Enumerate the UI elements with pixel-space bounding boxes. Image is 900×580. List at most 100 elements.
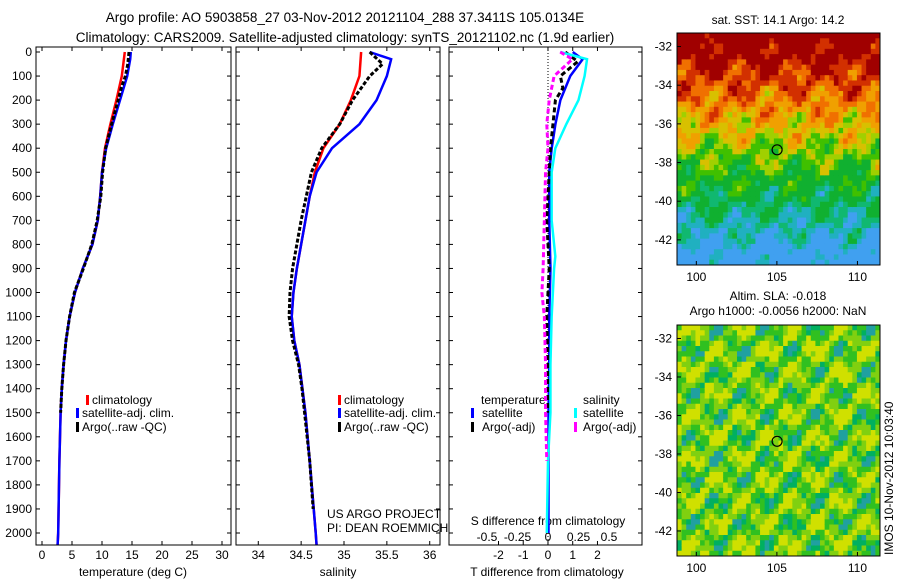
x-tick-label: 10	[95, 548, 109, 562]
map-cell	[778, 38, 784, 45]
map-cell	[746, 43, 752, 50]
map-cell	[866, 133, 872, 139]
map-cell	[704, 508, 710, 515]
map-cell	[787, 185, 793, 192]
map-cell	[787, 48, 793, 55]
map-cell	[750, 101, 756, 108]
map-cell	[843, 127, 849, 134]
map-cell	[695, 398, 701, 405]
map-cell	[773, 149, 779, 155]
temp-legend: climatology satellite-adj. clim. Argo(..…	[76, 393, 174, 434]
map-cell	[820, 550, 826, 557]
map-cell	[870, 64, 876, 71]
map-cell	[806, 419, 812, 426]
map-cell	[847, 154, 853, 161]
map-cell	[856, 122, 863, 129]
map-cell	[727, 414, 733, 420]
map-cell	[723, 388, 729, 394]
map-cell	[732, 85, 738, 92]
map-cell	[856, 540, 863, 546]
map-cell	[732, 233, 738, 240]
map-cell	[760, 143, 766, 150]
map-cell	[760, 249, 766, 255]
map-cell	[796, 424, 803, 431]
map-cell	[833, 201, 839, 208]
map-cell	[824, 482, 830, 489]
map-cell	[718, 33, 724, 39]
map-cell	[875, 393, 881, 399]
map-cell	[866, 254, 872, 261]
map-cell	[723, 222, 729, 229]
map-cell	[755, 75, 761, 81]
map-cell	[695, 43, 701, 50]
map-cell	[801, 472, 807, 478]
map-cell	[709, 367, 715, 373]
map-cell	[856, 80, 863, 87]
map-cell	[856, 435, 863, 441]
map-cell	[843, 185, 849, 192]
map-cell	[870, 48, 876, 55]
map-cell	[718, 330, 724, 336]
map-cell	[713, 85, 720, 92]
map-cell	[723, 529, 729, 536]
map-cell	[778, 403, 784, 410]
map-cell	[820, 356, 826, 363]
map-cell	[741, 524, 747, 531]
map-cell	[746, 419, 752, 426]
map-cell	[843, 487, 849, 494]
map-cell	[709, 456, 715, 462]
map-cell	[856, 64, 863, 71]
map-cell	[746, 440, 752, 447]
y-tick-label: 600	[12, 189, 32, 203]
map-cell	[810, 228, 816, 234]
map-cell	[713, 138, 720, 145]
map-cell	[704, 372, 710, 378]
map-cell	[843, 133, 849, 139]
map-cell	[852, 85, 858, 92]
map-cell	[866, 127, 872, 134]
map-cell	[861, 424, 867, 431]
map-cell	[769, 175, 775, 182]
map-cell	[875, 472, 881, 478]
map-cell	[792, 164, 798, 171]
map-cell	[847, 419, 853, 426]
map-cell	[709, 424, 715, 431]
map-cell	[732, 201, 738, 208]
map-cell	[833, 482, 839, 489]
map-cell	[695, 133, 701, 139]
map-cell	[741, 340, 747, 347]
map-cell	[783, 514, 789, 520]
map-cell	[746, 101, 752, 108]
map-cell	[713, 191, 720, 197]
map-cell	[838, 85, 844, 92]
map-cell	[852, 164, 858, 171]
map-cell	[801, 550, 807, 557]
map-cell	[801, 212, 807, 219]
map-cell	[824, 487, 830, 494]
map-cell	[746, 175, 752, 182]
map-cell	[820, 106, 826, 113]
map-cell	[700, 524, 706, 531]
map-cell	[723, 54, 729, 60]
map-cell	[796, 325, 803, 331]
map-cell	[704, 498, 710, 504]
map-cell	[709, 340, 715, 347]
map-cell	[746, 217, 752, 224]
map-cell	[824, 388, 830, 394]
map-cell	[755, 346, 761, 352]
map-cell	[829, 170, 835, 176]
map-cell	[769, 398, 775, 405]
map-cell	[870, 382, 876, 389]
map-cell	[677, 472, 683, 478]
map-cell	[820, 382, 826, 389]
map-cell	[792, 159, 798, 166]
map-cell	[815, 361, 821, 368]
map-cell	[833, 217, 839, 224]
map-cell	[820, 48, 826, 55]
map-cell	[695, 540, 701, 546]
map-cell	[746, 519, 752, 525]
map-cell	[746, 122, 752, 129]
map-cell	[700, 91, 706, 97]
map-cell	[736, 112, 743, 118]
map-cell	[741, 335, 747, 342]
